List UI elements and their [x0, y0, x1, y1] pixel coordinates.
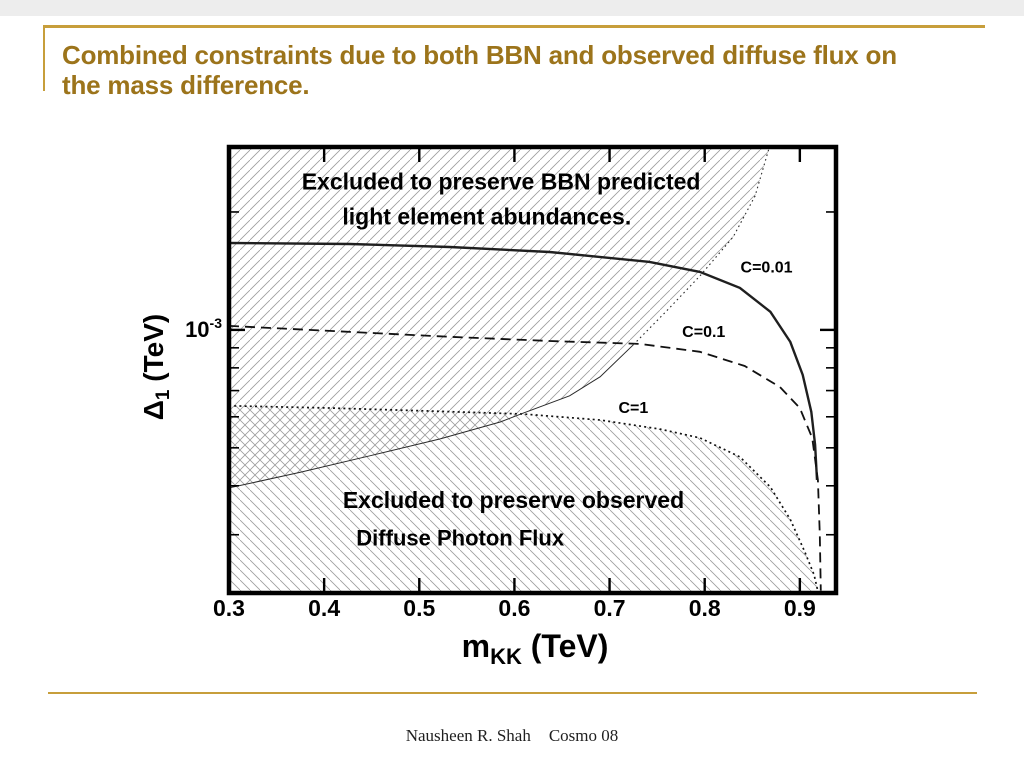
x-axis: 0.3 0.4 0.5 0.6 0.7 0.8 0.9 — [213, 149, 816, 621]
annotation-photon-text-2: Diffuse Photon Flux — [356, 525, 565, 550]
slide-title: Combined constraints due to both BBN and… — [62, 40, 982, 100]
footer-author: Nausheen R. Shah — [405, 726, 531, 745]
annotation-bbn-text-2: light element abundances. — [342, 203, 631, 229]
region-bbn-excluded — [229, 147, 770, 488]
annotation-photon-text-1: Excluded to preserve observed — [343, 487, 684, 513]
footer-rule — [48, 692, 977, 694]
x-tick-label: 0.8 — [689, 595, 721, 621]
region-photon-excluded — [229, 405, 818, 593]
x-tick-label: 0.3 — [213, 595, 245, 621]
x-tick-label: 0.5 — [403, 595, 435, 621]
curve-c001 — [228, 241, 819, 480]
footer-event: Cosmo 08 — [548, 726, 619, 745]
annotation-label-c01: C=0.1 — [682, 324, 725, 341]
curve-bbn-upper — [632, 146, 770, 346]
y-axis: 10-3 — [185, 211, 834, 536]
annotation-label-c001: C=0.01 — [741, 259, 793, 276]
plot-regions — [229, 147, 818, 593]
x-tick-label: 0.9 — [784, 595, 816, 621]
title-rule-horizontal — [43, 25, 985, 28]
curve-bbn-lower — [228, 344, 634, 489]
plot-curves — [228, 146, 822, 592]
curve-c01 — [228, 325, 822, 591]
footer: Nausheen R. Shah Cosmo 08 — [0, 726, 1024, 746]
annotation-label-c1: C=1 — [618, 400, 648, 417]
y-major-tick-label: 10-3 — [185, 315, 222, 342]
title-rule-vertical — [43, 25, 45, 91]
plot-frame — [226, 144, 839, 596]
y-axis-title: Δ1 (TeV) — [138, 314, 174, 420]
plot-annotations: Excluded to preserve BBN predicted light … — [302, 169, 793, 551]
annotation-bbn-text-1: Excluded to preserve BBN predicted — [302, 169, 701, 195]
window-top-strip — [0, 0, 1024, 16]
slide-title-line1: Combined constraints due to both BBN and… — [62, 40, 897, 70]
x-tick-label: 0.7 — [594, 595, 626, 621]
x-tick-label: 0.4 — [308, 595, 340, 621]
x-axis-title: mKK (TeV) — [462, 628, 609, 669]
x-tick-label: 0.6 — [498, 595, 530, 621]
slide-title-line2: the mass difference. — [62, 70, 310, 100]
